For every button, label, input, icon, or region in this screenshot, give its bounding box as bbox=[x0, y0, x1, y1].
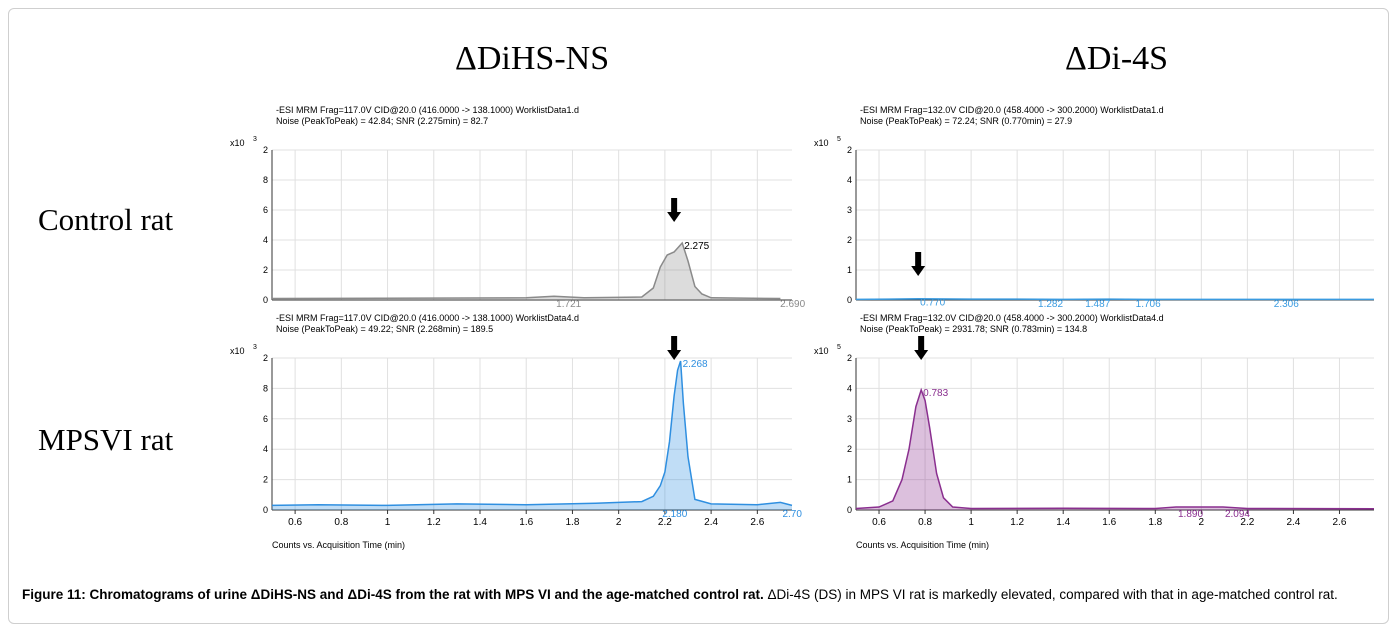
panel-3-ytick-3: 6 bbox=[263, 414, 268, 424]
panel-2-ytick-0: 0 bbox=[847, 295, 852, 305]
panel-1-ytick-0: 0 bbox=[263, 295, 268, 305]
panel-2-series-line bbox=[855, 298, 1374, 301]
panel-2-ytick-4: 4 bbox=[847, 175, 852, 185]
panel-4-peak-arrow bbox=[914, 336, 929, 360]
panel-2-ytick-5: 2 bbox=[847, 145, 852, 155]
panel-1-series-line bbox=[271, 241, 781, 300]
panel-3-xtick-4: 1.4 bbox=[473, 517, 487, 528]
panel-2-peak-label-4: 2.306 bbox=[1274, 299, 1299, 310]
panel-3-y-multiplier: x10 bbox=[230, 346, 245, 356]
panel-4-ytick-4: 4 bbox=[847, 383, 852, 393]
panel-2-ytick-3: 3 bbox=[847, 205, 852, 215]
panel-3-ytick-1: 2 bbox=[263, 475, 268, 485]
panel-1-peak-arrow bbox=[667, 198, 682, 222]
panel-3-peak-arrow bbox=[667, 336, 682, 360]
panel-3-ytick-2: 4 bbox=[263, 444, 268, 454]
panel-4-series-area bbox=[856, 389, 1374, 510]
panel-3-xtick-0: 0.6 bbox=[288, 517, 302, 528]
figure-caption: Figure 11: Chromatograms of urine ΔDiHS-… bbox=[22, 586, 1372, 604]
panel-2-peak-arrow bbox=[911, 252, 926, 276]
panel-3-peak-label-2: 2.70 bbox=[782, 509, 802, 520]
panel-3-peak-label-1: 2.180 bbox=[662, 509, 687, 520]
panel-3-peak-label-0: 2.268 bbox=[683, 359, 708, 370]
panel-4-peak-label-2: 2.094 bbox=[1225, 509, 1250, 520]
panel-4-ytick-3: 3 bbox=[847, 414, 852, 424]
panel-3-series-line bbox=[271, 360, 793, 507]
panel-3-subtitle: Noise (PeakToPeak) = 49.22; SNR (2.268mi… bbox=[276, 324, 493, 334]
panel-4-ytick-1: 1 bbox=[847, 475, 852, 485]
panel-2-ytick-1: 1 bbox=[847, 265, 852, 275]
panel-4-xtick-6: 1.8 bbox=[1148, 517, 1162, 528]
panel-3-xtick-2: 1 bbox=[385, 517, 391, 528]
row-label-control: Control rat bbox=[38, 202, 174, 237]
panel-4-xtick-9: 2.4 bbox=[1286, 517, 1300, 528]
panel-4-ytick-0: 0 bbox=[847, 505, 852, 515]
panel-1-subtitle: Noise (PeakToPeak) = 42.84; SNR (2.275mi… bbox=[276, 116, 488, 126]
panel-3-xtick-3: 1.2 bbox=[427, 517, 441, 528]
panel-3-xtick-8: 2.2 bbox=[658, 517, 672, 528]
panel-2-peak-label-1: 1.282 bbox=[1038, 299, 1063, 310]
panel-2-y-multiplier: x10 bbox=[814, 138, 829, 148]
panel-1-ytick-2: 4 bbox=[263, 235, 268, 245]
panel-3-series-area bbox=[272, 361, 792, 510]
panel-4-series-line bbox=[855, 387, 1375, 510]
panel-2-title: -ESI MRM Frag=132.0V CID@20.0 (458.4000 … bbox=[860, 105, 1164, 115]
column-title-di-4s: ΔDi-4S bbox=[1065, 40, 1169, 77]
row-label-mpsvi: MPSVI rat bbox=[38, 422, 174, 457]
panel-4-x-label: Counts vs. Acquisition Time (min) bbox=[856, 540, 989, 550]
panel-3-xtick-9: 2.4 bbox=[704, 517, 718, 528]
panel-4-peak-label-0: 0.783 bbox=[923, 388, 948, 399]
panel-1-y-multiplier-exponent: 3 bbox=[253, 136, 257, 143]
panel-3-ytick-5: 2 bbox=[263, 353, 268, 363]
panel-3-xtick-6: 1.8 bbox=[565, 517, 579, 528]
panel-1-ytick-1: 2 bbox=[263, 265, 268, 275]
panel-3-xtick-1: 0.8 bbox=[334, 517, 348, 528]
panel-4-y-multiplier-exponent: 5 bbox=[837, 344, 841, 351]
panel-2-peak-label-0: 0.770 bbox=[920, 297, 945, 308]
panel-4-xtick-1: 0.8 bbox=[918, 517, 932, 528]
panel-3-xtick-5: 1.6 bbox=[519, 517, 533, 528]
panel-2-peak-label-2: 1.487 bbox=[1085, 299, 1110, 310]
panel-3-y-multiplier-exponent: 3 bbox=[253, 344, 257, 351]
panel-4-xtick-7: 2 bbox=[1199, 517, 1205, 528]
panel-4-y-multiplier: x10 bbox=[814, 346, 829, 356]
panel-1-series-area bbox=[272, 243, 781, 300]
column-title-dihs-ns: ΔDiHS-NS bbox=[455, 40, 610, 77]
panel-1-ytick-5: 2 bbox=[263, 145, 268, 155]
panel-1-ytick-3: 6 bbox=[263, 205, 268, 215]
panel-4-xtick-5: 1.6 bbox=[1102, 517, 1116, 528]
panel-4-ytick-5: 2 bbox=[847, 353, 852, 363]
panel-4-title: -ESI MRM Frag=132.0V CID@20.0 (458.4000 … bbox=[860, 313, 1164, 323]
panel-1-peak-label-0: 2.275 bbox=[684, 241, 709, 252]
panel-4-subtitle: Noise (PeakToPeak) = 2931.78; SNR (0.783… bbox=[860, 324, 1087, 334]
caption-bold: Figure 11: Chromatograms of urine ΔDiHS-… bbox=[22, 587, 764, 602]
figure-frame bbox=[8, 8, 1389, 624]
panel-3-ytick-0: 0 bbox=[263, 505, 268, 515]
panel-4-xtick-0: 0.6 bbox=[872, 517, 886, 528]
panel-3-xtick-7: 2 bbox=[616, 517, 622, 528]
panel-2-y-multiplier-exponent: 5 bbox=[837, 136, 841, 143]
panel-4-xtick-10: 2.6 bbox=[1333, 517, 1347, 528]
panel-1-y-multiplier: x10 bbox=[230, 138, 245, 148]
panel-4-xtick-8: 2.2 bbox=[1240, 517, 1254, 528]
panel-4-xtick-4: 1.4 bbox=[1056, 517, 1070, 528]
panel-2-subtitle: Noise (PeakToPeak) = 72.24; SNR (0.770mi… bbox=[860, 116, 1072, 126]
panel-3-ytick-4: 8 bbox=[263, 383, 268, 393]
panel-4-peak-label-1: 1.890 bbox=[1178, 509, 1203, 520]
panel-1-title: -ESI MRM Frag=117.0V CID@20.0 (416.0000 … bbox=[276, 105, 579, 115]
panel-4-xtick-3: 1.2 bbox=[1010, 517, 1024, 528]
panel-3-x-label: Counts vs. Acquisition Time (min) bbox=[272, 540, 405, 550]
panel-3-title: -ESI MRM Frag=117.0V CID@20.0 (416.0000 … bbox=[276, 313, 579, 323]
caption-text: ΔDi-4S (DS) in MPS VI rat is markedly el… bbox=[763, 587, 1338, 602]
panel-2-ytick-2: 2 bbox=[847, 235, 852, 245]
panel-4-xtick-2: 1 bbox=[968, 517, 974, 528]
panel-1-ytick-4: 8 bbox=[263, 175, 268, 185]
panel-1-peak-label-2: 2.690 bbox=[780, 299, 805, 310]
panel-3-xtick-10: 2.6 bbox=[750, 517, 764, 528]
panel-2-peak-label-3: 1.706 bbox=[1136, 299, 1161, 310]
panel-4-ytick-2: 2 bbox=[847, 444, 852, 454]
panel-1-peak-label-1: 1.721 bbox=[556, 299, 581, 310]
